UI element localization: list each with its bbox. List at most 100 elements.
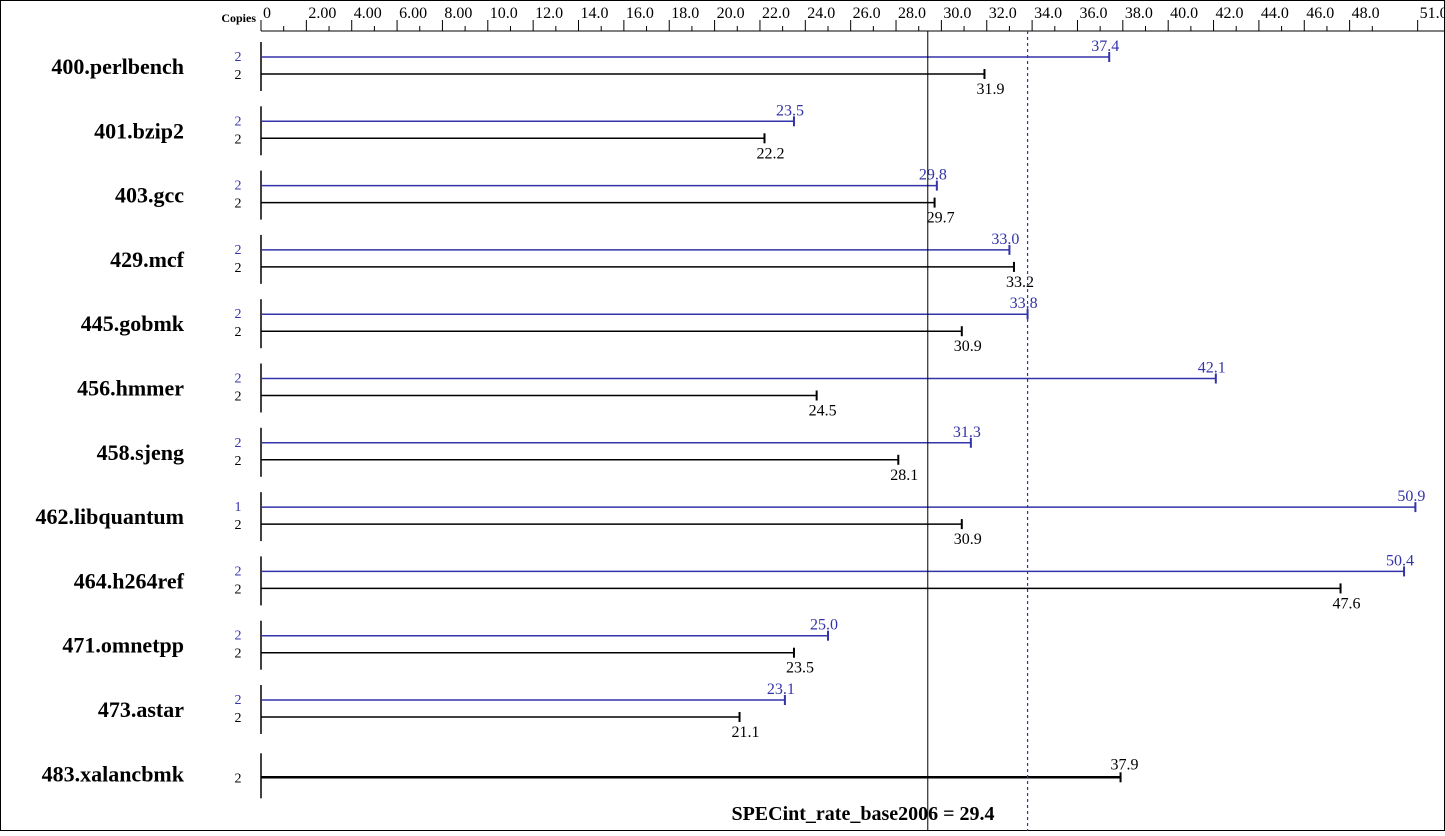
benchmark-row: 429.mcf 2 33.0 2 33.2 xyxy=(110,231,1034,291)
base-value-label: 24.5 xyxy=(809,403,837,420)
base-value-label: 31.9 xyxy=(976,81,1004,98)
benchmark-row: 458.sjeng 2 31.3 2 28.1 xyxy=(97,424,981,484)
base-copies-label: 2 xyxy=(235,771,242,786)
benchmark-row: 462.libquantum 1 50.9 2 30.9 xyxy=(35,488,1425,548)
benchmark-label: 445.gobmk xyxy=(81,311,185,336)
x-tick-label: 10.0 xyxy=(490,5,518,22)
peak-value-label: 42.1 xyxy=(1198,360,1226,377)
benchmark-label: 400.perlbench xyxy=(51,54,184,79)
base-value-label: 21.1 xyxy=(732,724,760,741)
base-copies-label: 2 xyxy=(235,261,242,276)
base-copies-label: 2 xyxy=(235,454,242,469)
x-tick-label: 12.0 xyxy=(535,5,563,22)
base-copies-label: 2 xyxy=(235,197,242,212)
benchmark-row: 400.perlbench 2 37.4 2 31.9 xyxy=(51,38,1119,98)
peak-value-label: 50.9 xyxy=(1397,488,1425,505)
base-value-label: 37.9 xyxy=(1111,756,1139,773)
peak-value-label: 33.8 xyxy=(1010,295,1038,312)
peak-copies-label: 2 xyxy=(235,629,242,644)
peak-copies-label: 2 xyxy=(235,693,242,708)
benchmark-label: 483.xalancbmk xyxy=(42,761,185,786)
x-tick-label: 22.0 xyxy=(762,5,790,22)
base-copies-label: 2 xyxy=(235,68,242,83)
base-copies-label: 2 xyxy=(235,325,242,340)
x-tick-label: 20.0 xyxy=(717,5,745,22)
peak-value-label: 33.0 xyxy=(991,231,1019,248)
x-tick-label: 18.0 xyxy=(671,5,699,22)
peak-value-label: 31.3 xyxy=(953,424,981,441)
x-tick-label: 2.00 xyxy=(308,5,336,22)
x-tick-label: 34.0 xyxy=(1034,5,1062,22)
x-tick-label: 0 xyxy=(263,5,271,22)
benchmark-row: 464.h264ref 2 50.4 2 47.6 xyxy=(74,552,1414,612)
peak-copies-label: 2 xyxy=(235,179,242,194)
peak-copies-label: 2 xyxy=(235,114,242,129)
benchmark-label: 429.mcf xyxy=(110,247,185,272)
x-tick-label: 4.00 xyxy=(354,5,382,22)
peak-copies-label: 1 xyxy=(235,500,242,515)
benchmark-row: 471.omnetpp 2 25.0 2 23.5 xyxy=(62,617,838,677)
base-value-label: 29.7 xyxy=(927,210,955,227)
benchmark-label: 462.libquantum xyxy=(35,504,184,529)
x-tick-label: 44.0 xyxy=(1261,5,1289,22)
peak-copies-label: 2 xyxy=(235,307,242,322)
peak-copies-label: 2 xyxy=(235,243,242,258)
peak-copies-label: 2 xyxy=(235,436,242,451)
benchmark-row: 445.gobmk 2 33.8 2 30.9 xyxy=(81,295,1038,355)
x-tick-label: 30.0 xyxy=(943,5,971,22)
base-copies-label: 2 xyxy=(235,132,242,147)
base-copies-label: 2 xyxy=(235,518,242,533)
reference-lines xyxy=(927,31,1029,831)
x-tick-label: 46.0 xyxy=(1306,5,1334,22)
x-tick-label: 24.0 xyxy=(807,5,835,22)
x-tick-label: 51.0 xyxy=(1420,5,1445,22)
peak-value-label: 25.0 xyxy=(810,617,838,634)
base-value-label: 22.2 xyxy=(756,145,784,162)
peak-value-label: 50.4 xyxy=(1386,552,1414,569)
peak-value-label: 37.4 xyxy=(1091,38,1119,55)
base-score-label: SPECint_rate_base2006 = 29.4 xyxy=(731,803,994,825)
base-copies-label: 2 xyxy=(235,582,242,597)
base-copies-label: 2 xyxy=(235,390,242,405)
peak-value-label: 29.8 xyxy=(919,167,947,184)
x-tick-label: 42.0 xyxy=(1216,5,1244,22)
benchmark-row: 403.gcc 2 29.8 2 29.7 xyxy=(115,167,955,227)
base-value-label: 33.2 xyxy=(1006,274,1034,291)
benchmark-label: 458.sjeng xyxy=(97,440,184,465)
peak-copies-label: 2 xyxy=(235,372,242,387)
benchmark-label: 464.h264ref xyxy=(74,568,185,593)
benchmark-row: 483.xalancbmk 2 37.9 xyxy=(42,753,1139,799)
x-axis-ticks: 0 2.00 4.00 6.00 8.00 10.0 12.0 14.0 16.0 18.0 20.… xyxy=(260,5,1445,31)
benchmark-label: 471.omnetpp xyxy=(62,633,184,658)
peak-copies-label: 2 xyxy=(235,50,242,65)
x-tick-label: 40.0 xyxy=(1170,5,1198,22)
benchmark-row: 401.bzip2 2 23.5 2 22.2 xyxy=(94,102,804,162)
benchmark-row: 456.hmmer 2 42.1 2 24.5 xyxy=(77,360,1226,420)
benchmark-label: 403.gcc xyxy=(115,183,184,208)
benchmark-label: 456.hmmer xyxy=(77,376,184,401)
base-value-label: 30.9 xyxy=(954,531,982,548)
x-tick-label: 32.0 xyxy=(989,5,1017,22)
peak-value-label: 23.1 xyxy=(767,681,795,698)
benchmark-label: 473.astar xyxy=(98,697,184,722)
peak-value-label: 23.5 xyxy=(776,102,804,119)
benchmark-row: 473.astar 2 23.1 2 21.1 xyxy=(98,681,795,741)
x-tick-label: 38.0 xyxy=(1125,5,1153,22)
x-tick-label: 48.0 xyxy=(1352,5,1380,22)
base-value-label: 28.1 xyxy=(890,467,918,484)
base-copies-label: 2 xyxy=(235,647,242,662)
copies-header: Copies xyxy=(221,11,256,25)
benchmark-label: 401.bzip2 xyxy=(94,118,184,143)
x-tick-label: 8.00 xyxy=(444,5,472,22)
base-value-label: 23.5 xyxy=(786,660,814,677)
x-tick-label: 26.0 xyxy=(853,5,881,22)
base-copies-label: 2 xyxy=(235,711,242,726)
base-value-label: 30.9 xyxy=(954,338,982,355)
x-tick-label: 16.0 xyxy=(626,5,654,22)
x-tick-label: 6.00 xyxy=(399,5,427,22)
x-tick-label: 36.0 xyxy=(1079,5,1107,22)
